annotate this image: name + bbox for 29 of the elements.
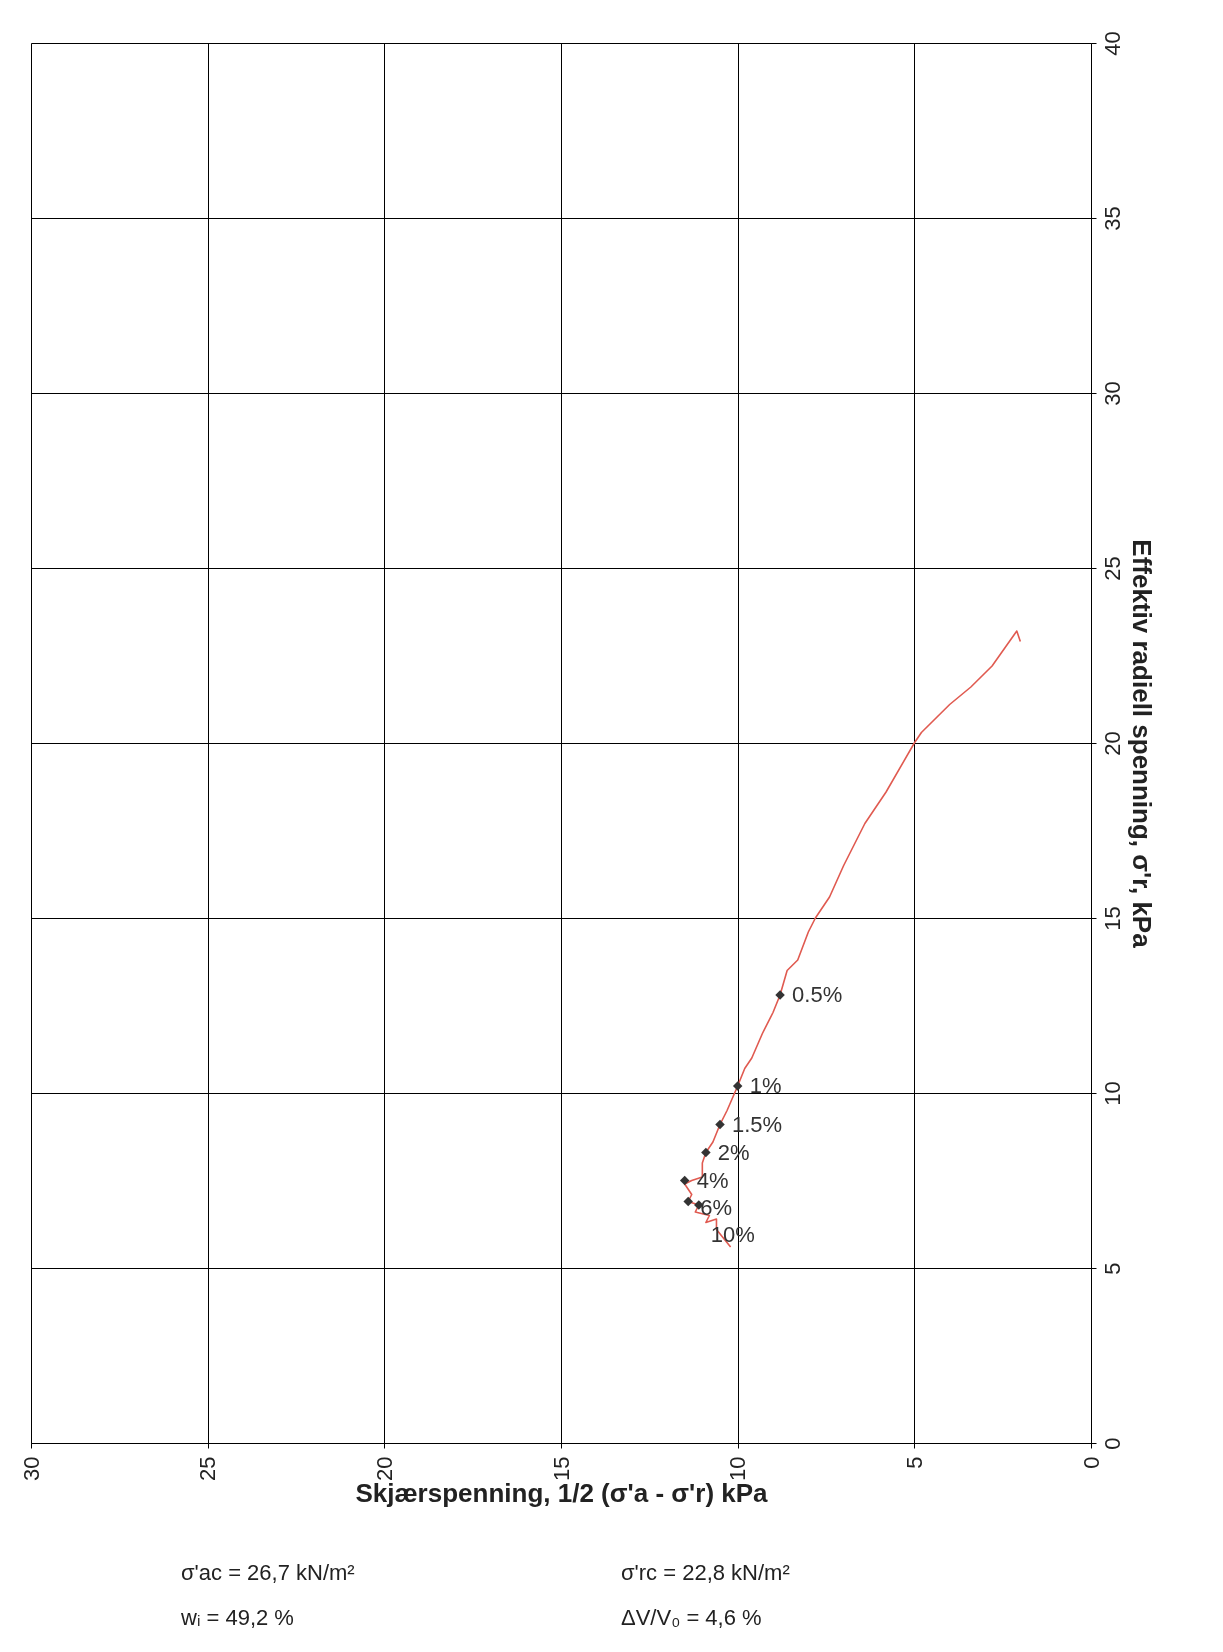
- y-tick-label: 30: [1099, 381, 1125, 406]
- annotation: 1%: [749, 1073, 782, 1098]
- y-tick-label: 5: [1099, 1262, 1125, 1275]
- y-tick-label: 40: [1099, 31, 1125, 56]
- y-tick-label: 0: [1099, 1437, 1125, 1450]
- x-tick-label: 0: [1078, 1456, 1104, 1469]
- text: wᵢ = 49,2 %: [180, 1605, 294, 1630]
- text: ΔV/V₀ = 4,6 %: [621, 1605, 762, 1630]
- x-tick-label: 15: [548, 1456, 574, 1481]
- x-tick-label: 25: [195, 1456, 221, 1481]
- point: [715, 1119, 725, 1130]
- text: σ'ac = 26,7 kN/m²: [181, 1560, 355, 1585]
- y-tick-label: 10: [1099, 1081, 1125, 1106]
- y-axis-title: Effektiv radiell spenning, σ'r, kPa: [1126, 539, 1157, 949]
- point: [701, 1147, 711, 1158]
- x-tick-label: 10: [725, 1456, 751, 1481]
- y-tick-label: 20: [1099, 731, 1125, 756]
- point: [679, 1175, 690, 1186]
- x-tick-label: 5: [901, 1456, 927, 1469]
- y-tick-label: 25: [1099, 556, 1125, 581]
- point: [683, 1196, 693, 1207]
- y-tick-label: 15: [1099, 906, 1125, 931]
- text: σ'rc = 22,8 kN/m²: [621, 1560, 790, 1585]
- annotation: 0.5%: [792, 982, 843, 1007]
- point: [732, 1081, 743, 1091]
- annotation: 6%: [700, 1194, 732, 1220]
- y-tick-label: 35: [1099, 206, 1125, 231]
- annotation: 4%: [696, 1167, 729, 1193]
- x-tick-label: 30: [18, 1456, 44, 1481]
